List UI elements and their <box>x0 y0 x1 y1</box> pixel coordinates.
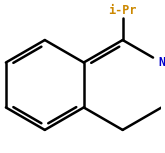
Text: N: N <box>158 56 165 69</box>
Text: i-Pr: i-Pr <box>108 4 137 17</box>
